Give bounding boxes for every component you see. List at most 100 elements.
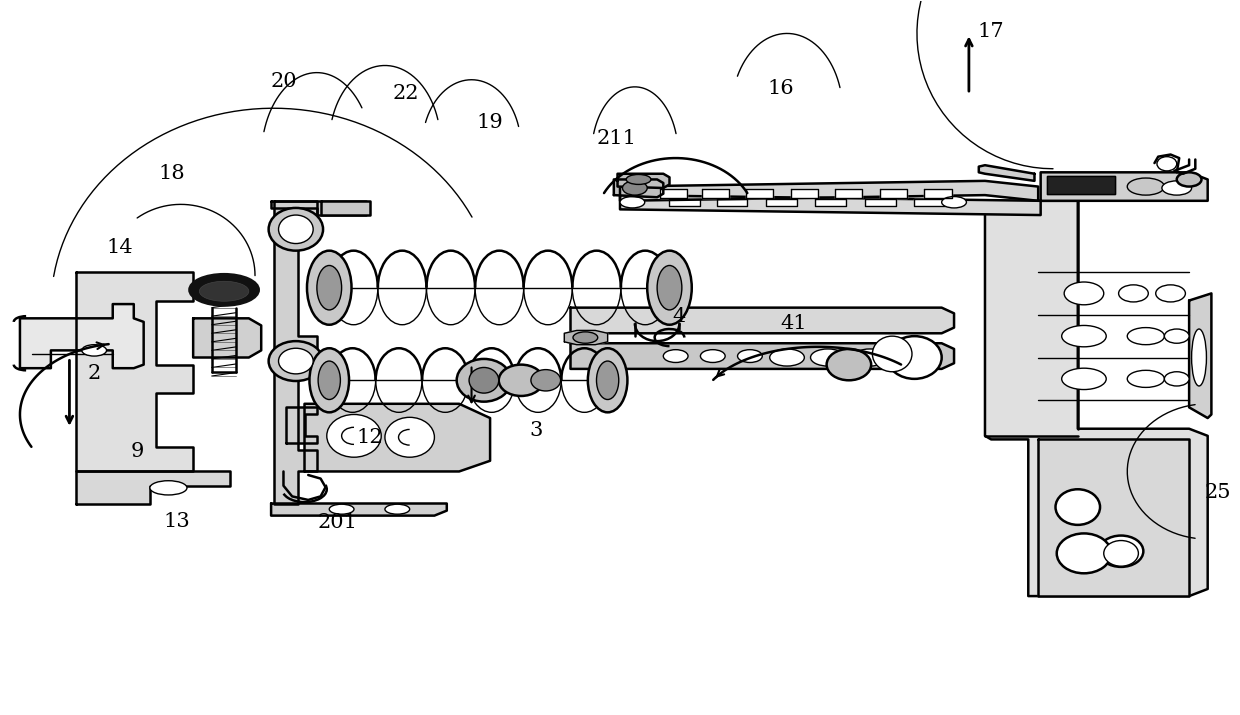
Polygon shape xyxy=(564,330,608,345)
Ellipse shape xyxy=(269,341,324,381)
Ellipse shape xyxy=(663,350,688,363)
Ellipse shape xyxy=(827,349,872,380)
Text: 12: 12 xyxy=(357,428,383,447)
Ellipse shape xyxy=(1157,157,1177,171)
Polygon shape xyxy=(1189,293,1211,418)
Polygon shape xyxy=(836,189,863,198)
Ellipse shape xyxy=(588,348,627,413)
Text: 16: 16 xyxy=(768,79,794,98)
Ellipse shape xyxy=(738,350,763,363)
Ellipse shape xyxy=(1061,325,1106,347)
Ellipse shape xyxy=(1055,489,1100,525)
Ellipse shape xyxy=(1056,533,1111,573)
Ellipse shape xyxy=(269,208,324,251)
Ellipse shape xyxy=(1192,329,1207,386)
Ellipse shape xyxy=(469,368,498,393)
Text: 22: 22 xyxy=(393,84,419,104)
Ellipse shape xyxy=(1127,178,1164,195)
Polygon shape xyxy=(614,179,663,197)
Ellipse shape xyxy=(327,415,381,457)
Ellipse shape xyxy=(456,359,511,402)
Ellipse shape xyxy=(310,348,348,413)
Ellipse shape xyxy=(1127,327,1164,345)
Polygon shape xyxy=(717,199,748,206)
Polygon shape xyxy=(193,318,262,358)
Text: 13: 13 xyxy=(164,512,191,531)
Polygon shape xyxy=(76,471,231,503)
Polygon shape xyxy=(620,195,1040,215)
Polygon shape xyxy=(272,201,366,215)
Ellipse shape xyxy=(596,361,619,400)
Polygon shape xyxy=(766,199,797,206)
Ellipse shape xyxy=(1104,541,1138,566)
Polygon shape xyxy=(305,404,490,471)
Ellipse shape xyxy=(531,370,560,391)
Ellipse shape xyxy=(888,336,941,379)
Polygon shape xyxy=(1038,440,1189,596)
Ellipse shape xyxy=(384,418,434,457)
Text: 20: 20 xyxy=(270,72,296,91)
Polygon shape xyxy=(702,189,729,198)
Ellipse shape xyxy=(317,265,342,310)
Polygon shape xyxy=(321,201,370,215)
Ellipse shape xyxy=(150,480,187,495)
Polygon shape xyxy=(914,199,945,206)
Polygon shape xyxy=(1040,172,1208,201)
Text: 17: 17 xyxy=(978,21,1004,41)
Polygon shape xyxy=(618,174,670,188)
Ellipse shape xyxy=(1156,285,1185,302)
Ellipse shape xyxy=(622,181,647,195)
Ellipse shape xyxy=(200,281,249,301)
Ellipse shape xyxy=(626,174,651,184)
Polygon shape xyxy=(670,199,701,206)
Ellipse shape xyxy=(853,349,888,366)
Ellipse shape xyxy=(620,197,645,208)
Text: 41: 41 xyxy=(780,314,806,332)
Ellipse shape xyxy=(770,349,805,366)
Ellipse shape xyxy=(330,504,353,514)
Ellipse shape xyxy=(1127,370,1164,388)
Polygon shape xyxy=(924,189,951,198)
Ellipse shape xyxy=(1177,172,1202,187)
Ellipse shape xyxy=(647,251,692,325)
Text: 3: 3 xyxy=(529,420,543,440)
Text: 9: 9 xyxy=(130,442,144,461)
Text: 2: 2 xyxy=(88,364,100,383)
Ellipse shape xyxy=(873,336,911,372)
Text: 201: 201 xyxy=(317,513,358,532)
Ellipse shape xyxy=(941,197,966,208)
Polygon shape xyxy=(286,408,317,443)
Text: 4: 4 xyxy=(673,307,686,326)
Polygon shape xyxy=(20,304,144,368)
Ellipse shape xyxy=(1164,372,1189,386)
Ellipse shape xyxy=(1118,285,1148,302)
Text: 25: 25 xyxy=(1204,483,1231,503)
Ellipse shape xyxy=(1061,368,1106,390)
Ellipse shape xyxy=(279,215,314,244)
Ellipse shape xyxy=(82,345,107,356)
Polygon shape xyxy=(570,307,954,333)
Polygon shape xyxy=(660,189,687,198)
Ellipse shape xyxy=(1099,536,1143,567)
Text: 211: 211 xyxy=(596,129,636,147)
Polygon shape xyxy=(570,343,954,369)
Ellipse shape xyxy=(1069,538,1099,561)
Polygon shape xyxy=(791,189,818,198)
Polygon shape xyxy=(274,201,317,503)
Ellipse shape xyxy=(657,265,682,310)
Polygon shape xyxy=(880,189,906,198)
Ellipse shape xyxy=(1164,329,1189,343)
Ellipse shape xyxy=(279,348,314,374)
Polygon shape xyxy=(978,165,1034,181)
Ellipse shape xyxy=(384,504,409,514)
Ellipse shape xyxy=(701,350,725,363)
Text: 18: 18 xyxy=(159,164,186,183)
Polygon shape xyxy=(1047,176,1115,194)
Polygon shape xyxy=(620,181,1038,201)
Text: 19: 19 xyxy=(476,113,503,132)
Polygon shape xyxy=(866,199,897,206)
Ellipse shape xyxy=(1162,181,1192,195)
Polygon shape xyxy=(272,503,446,516)
Ellipse shape xyxy=(573,332,598,343)
Polygon shape xyxy=(816,199,847,206)
